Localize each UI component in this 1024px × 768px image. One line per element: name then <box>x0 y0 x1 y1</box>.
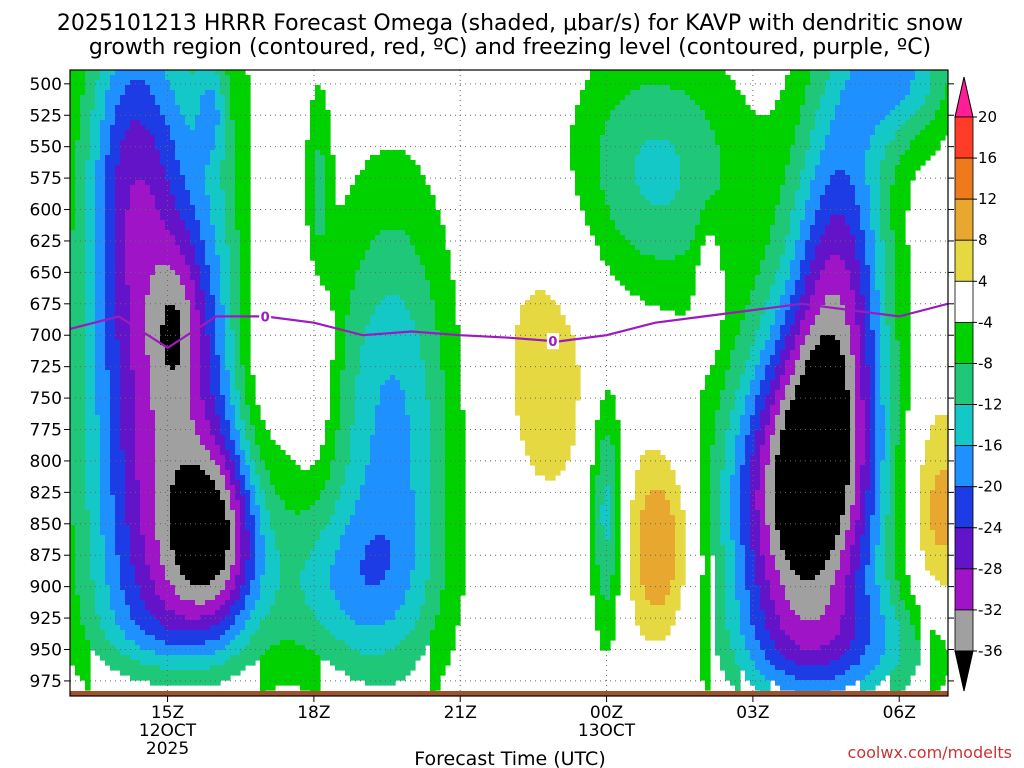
colorbar-segment <box>954 363 974 405</box>
freezing-level-line <box>70 302 948 350</box>
colorbar-label: -28 <box>978 560 1003 578</box>
x-tick-label: 00Z <box>590 703 623 723</box>
freezing-level-contour: 00 <box>70 302 948 350</box>
y-tick-label: 725 <box>30 358 62 378</box>
colorbar-arrow-bottom <box>954 650 974 692</box>
omega-shading <box>70 70 948 696</box>
x-axis-label: Forecast Time (UTC) <box>414 748 605 768</box>
axes: 500 525 550 575 600 625 650 675 700 725 750 775 800 8… <box>30 69 954 759</box>
y-tick-label: 950 <box>30 640 62 660</box>
colorbar: 20 16 12 8 4 -4 -8 -12 -16 -20 -24 -28 -32 -36 <box>954 76 1003 692</box>
y-tick-label: 925 <box>30 609 62 629</box>
colorbar-arrow-top <box>954 76 974 118</box>
colorbar-segment <box>954 280 974 323</box>
colorbar-label: 4 <box>978 272 988 290</box>
colorbar-segment <box>954 116 974 159</box>
y-tick-label: 600 <box>30 201 62 221</box>
x-tick-label: 13OCT <box>578 721 636 741</box>
colorbar-label: 16 <box>978 149 997 167</box>
y-tick-label: 800 <box>30 452 62 472</box>
y-tick-label: 500 <box>30 75 62 95</box>
colorbar-segment <box>954 609 974 652</box>
colorbar-segment <box>954 321 974 364</box>
y-tick-label: 525 <box>30 106 62 126</box>
y-tick-label: 900 <box>30 578 62 598</box>
y-tick-label: 575 <box>30 169 62 189</box>
y-tick-label: 550 <box>30 138 62 158</box>
colorbar-segment <box>954 486 974 529</box>
chart-title-line1: 2025101213 HRRR Forecast Omega (shaded, … <box>57 11 963 36</box>
y-tick-label: 825 <box>30 483 62 503</box>
y-tick-label: 850 <box>30 515 62 535</box>
colorbar-label: 8 <box>978 231 988 249</box>
colorbar-segment <box>954 568 974 611</box>
x-tick-label: 18Z <box>297 703 330 723</box>
x-tick-label: 12OCT <box>139 721 197 741</box>
colorbar-label: -24 <box>978 519 1003 537</box>
colorbar-label: -8 <box>978 354 993 372</box>
x-tick-label: 06Z <box>883 703 916 723</box>
colorbar-segment <box>954 157 974 200</box>
colorbar-label: -20 <box>978 478 1003 496</box>
y-tick-label: 700 <box>30 326 62 346</box>
chart-title-line2: growth region (contoured, red, ºC) and f… <box>89 35 931 60</box>
colorbar-segment <box>954 198 974 241</box>
colorbar-label: -32 <box>978 601 1003 619</box>
x-tick-label: 03Z <box>736 703 769 723</box>
y-tick-label: 975 <box>30 672 62 692</box>
colorbar-label: 20 <box>978 108 997 126</box>
ground-surface <box>70 690 948 696</box>
x-tick-label: 2025 <box>146 739 189 759</box>
y-tick-label: 750 <box>30 389 62 409</box>
freezing-level-label: 0 <box>548 335 557 350</box>
colorbar-label: 12 <box>978 190 997 208</box>
y-tick-label: 650 <box>30 263 62 283</box>
colorbar-label: -16 <box>978 437 1003 455</box>
y-tick-label: 625 <box>30 232 62 252</box>
colorbar-segment <box>954 445 974 488</box>
plot-frame <box>69 69 949 697</box>
colorbar-label: -12 <box>978 396 1003 414</box>
colorbar-segment <box>954 404 974 447</box>
x-tick-label: 21Z <box>444 703 477 723</box>
freezing-level-label: 0 <box>261 310 270 325</box>
y-tick-label: 875 <box>30 546 62 566</box>
site-credit: coolwx.com/modelts <box>848 743 1012 762</box>
colorbar-label: -36 <box>978 642 1003 660</box>
colorbar-segment <box>954 527 974 570</box>
y-tick-label: 675 <box>30 295 62 315</box>
colorbar-label: -4 <box>978 313 993 331</box>
x-tick-label: 15Z <box>151 703 184 723</box>
y-tick-label: 775 <box>30 421 62 441</box>
colorbar-segment <box>954 239 974 282</box>
